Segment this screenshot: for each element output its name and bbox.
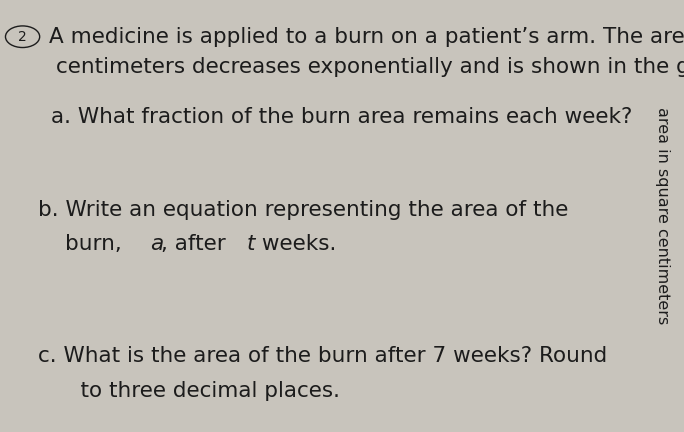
Text: , after: , after	[161, 234, 233, 254]
Text: weeks.: weeks.	[255, 234, 337, 254]
Text: t: t	[246, 234, 254, 254]
Text: c. What is the area of the burn after 7 weeks? Round: c. What is the area of the burn after 7 …	[38, 346, 607, 366]
Text: a: a	[150, 234, 163, 254]
Text: area in square centimeters: area in square centimeters	[655, 108, 670, 324]
Text: to three decimal places.: to three decimal places.	[53, 381, 341, 401]
Text: A medicine is applied to a burn on a patient’s arm. The area of: A medicine is applied to a burn on a pat…	[49, 27, 684, 47]
Text: a. What fraction of the burn area remains each week?: a. What fraction of the burn area remain…	[51, 107, 633, 127]
Text: b. Write an equation representing the area of the: b. Write an equation representing the ar…	[38, 200, 568, 219]
Text: 2: 2	[18, 30, 27, 44]
Text: centimeters decreases exponentially and is shown in the graph: centimeters decreases exponentially and …	[56, 57, 684, 77]
Text: burn,: burn,	[65, 234, 129, 254]
